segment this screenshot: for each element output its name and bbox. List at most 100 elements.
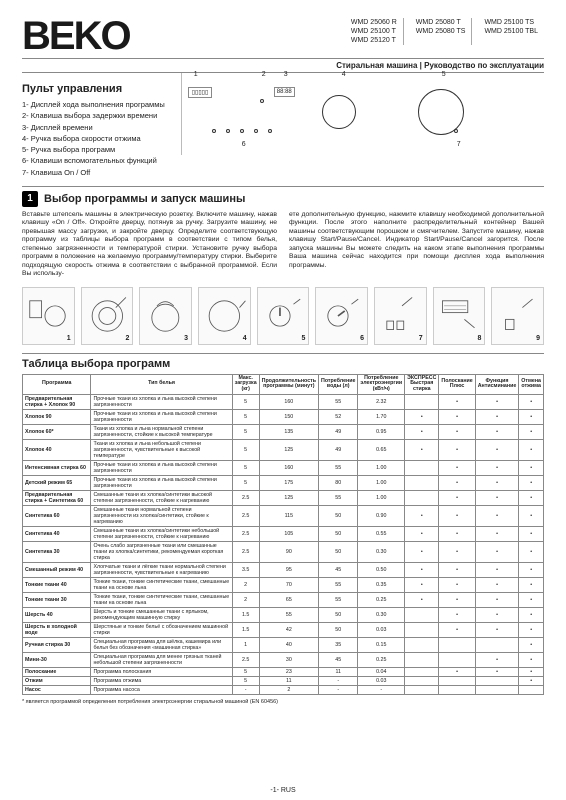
cell-value: 50 xyxy=(319,623,358,638)
table-row: НасосПрограмма насоса-2-- xyxy=(23,686,544,695)
cell-value: 55 xyxy=(319,578,358,593)
table-row: ОтжимПрограмма отжима511-0.03• xyxy=(23,677,544,686)
cell-value: • xyxy=(519,593,544,608)
cell-value: • xyxy=(439,608,475,623)
aux-button-icon xyxy=(254,129,258,133)
button-icon xyxy=(260,99,264,103)
cell-value: • xyxy=(519,542,544,563)
cell-program: Синтетика 40 xyxy=(23,527,91,542)
cell-value: • xyxy=(519,440,544,461)
cell-value: 50 xyxy=(319,506,358,527)
callout: 4 xyxy=(342,71,346,78)
cell-fabric: Очень слабо загрязненные ткани или смеша… xyxy=(91,542,232,563)
cell-value: 5 xyxy=(232,476,259,491)
step-badge: 1 xyxy=(22,191,38,207)
cell-value: 0.03 xyxy=(358,623,405,638)
cell-value: • xyxy=(475,395,519,410)
cell-fabric: Тонкие ткани, тонкие синтетические ткани… xyxy=(91,578,232,593)
cell-value: 115 xyxy=(259,506,318,527)
cell-fabric: Смешанные ткани нормальной степени загря… xyxy=(91,506,232,527)
panel-item: 6- Клавиши вспомогательных функций xyxy=(22,155,165,166)
step-illustration: 7 xyxy=(374,287,427,345)
cell-value: • xyxy=(405,578,439,593)
cell-value: • xyxy=(439,527,475,542)
cell-value: • xyxy=(439,491,475,506)
step-illustration: 4 xyxy=(198,287,251,345)
display-icon: ▯▯▯▯▯ xyxy=(188,87,213,98)
cell-value xyxy=(439,686,475,695)
table-title: Таблица выбора программ xyxy=(22,353,544,370)
aux-button-icon xyxy=(226,129,230,133)
cell-value: • xyxy=(439,395,475,410)
table-row: Ручная стирка 30Специальная программа дл… xyxy=(23,638,544,653)
cell-program: Ручная стирка 30 xyxy=(23,638,91,653)
cell-value: • xyxy=(519,563,544,578)
cell-value: - xyxy=(319,677,358,686)
table-footnote: * является программой определения потреб… xyxy=(22,699,544,705)
cell-value: • xyxy=(519,668,544,677)
table-row: Хлопок 40Ткани из хлопка и льна небольшо… xyxy=(23,440,544,461)
cell-value: 3.5 xyxy=(232,563,259,578)
col-program: Программа xyxy=(23,374,91,394)
cell-fabric: Прочные ткани из хлопка и льна высокой с… xyxy=(91,410,232,425)
cell-value: 0.30 xyxy=(358,542,405,563)
cell-value: 45 xyxy=(319,563,358,578)
cell-value: 55 xyxy=(259,608,318,623)
cell-value: • xyxy=(439,476,475,491)
cell-value: • xyxy=(439,425,475,440)
cell-value: 1.5 xyxy=(232,608,259,623)
cell-value xyxy=(475,677,519,686)
power-button-icon xyxy=(454,129,458,133)
cell-value: • xyxy=(475,623,519,638)
cell-value: • xyxy=(519,425,544,440)
page-header: BEKO WMD 25060 R WMD 25100 T WMD 25120 T… xyxy=(22,18,544,54)
cell-value: • xyxy=(475,410,519,425)
cell-value: • xyxy=(519,410,544,425)
cell-program: Предварительная стирка + Синтетика 60 xyxy=(23,491,91,506)
cell-value: 50 xyxy=(319,542,358,563)
cell-value: • xyxy=(519,461,544,476)
cell-fabric: Ткани из хлопка и льна нормальной степен… xyxy=(91,425,232,440)
col-water: Потребление воды (л) xyxy=(319,374,358,394)
cell-value: 0.50 xyxy=(358,563,405,578)
cell-value xyxy=(405,461,439,476)
cell-value: 52 xyxy=(319,410,358,425)
cell-fabric: Программа насоса xyxy=(91,686,232,695)
cell-program: Шерсть в холодной воде xyxy=(23,623,91,638)
cell-value: 0.25 xyxy=(358,593,405,608)
aux-button-icon xyxy=(212,129,216,133)
step-illustration: 3 xyxy=(139,287,192,345)
cell-value xyxy=(405,395,439,410)
cell-value xyxy=(439,653,475,668)
cell-value: • xyxy=(475,668,519,677)
panel-item: 3- Дисплей времени xyxy=(22,122,165,133)
cell-value: 125 xyxy=(259,491,318,506)
cell-fabric: Шерсть и тонкие смешанные ткани с ярлыко… xyxy=(91,608,232,623)
col-load: Макс. загрузка (кг) xyxy=(232,374,259,394)
cell-value: • xyxy=(405,506,439,527)
illustration-row: 1 2 3 4 5 6 7 8 9 xyxy=(22,287,544,345)
col-duration: Продолжительность программы (минут) xyxy=(259,374,318,394)
cell-program: Детский режим 65 xyxy=(23,476,91,491)
cell-program: Синтетика 60 xyxy=(23,506,91,527)
cell-value: 1.70 xyxy=(358,410,405,425)
cell-value: 55 xyxy=(319,593,358,608)
cell-value: - xyxy=(358,686,405,695)
cell-program: Отжим xyxy=(23,677,91,686)
cell-value: 2.5 xyxy=(232,653,259,668)
cell-value: 1.00 xyxy=(358,461,405,476)
program-table: Программа Тип белья Макс. загрузка (кг) … xyxy=(22,374,544,695)
cell-program: Полоскание xyxy=(23,668,91,677)
section-1-title: 1 Выбор программы и запуск машины xyxy=(22,186,544,207)
callout: 5 xyxy=(442,71,446,78)
step-illustration: 5 xyxy=(257,287,310,345)
cell-value: 0.03 xyxy=(358,677,405,686)
cell-value: 30 xyxy=(259,653,318,668)
aux-button-icon xyxy=(268,129,272,133)
cell-fabric: Прочные ткани из хлопка и льна высокой с… xyxy=(91,395,232,410)
cell-fabric: Программа полоскания xyxy=(91,668,232,677)
cell-fabric: Ткани из хлопка и льна небольшой степени… xyxy=(91,440,232,461)
cell-value: • xyxy=(475,653,519,668)
panel-item: 7- Клавиша On / Off xyxy=(22,167,165,178)
cell-program: Мини-30 xyxy=(23,653,91,668)
